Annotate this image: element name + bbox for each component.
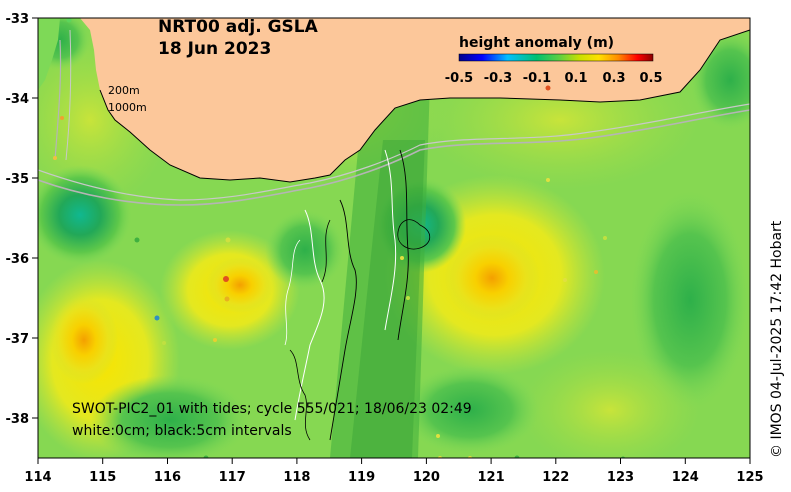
- contour-label-200: 200m: [108, 84, 140, 97]
- x-tick-label: 122: [542, 470, 569, 485]
- colorbar-tick: 0.5: [639, 71, 662, 86]
- x-tick-label: 124: [672, 470, 699, 485]
- contour-interval-info: white:0cm; black:5cm intervals: [72, 423, 292, 439]
- colorbar-tick: -0.1: [523, 71, 551, 86]
- colorbar-title: height anomaly (m): [459, 35, 614, 51]
- y-tick-label: -33: [6, 12, 30, 27]
- x-tick-label: 118: [283, 470, 310, 485]
- y-axis: -33 -34 -35 -36 -37 -38: [6, 12, 38, 427]
- colorbar-tick: -0.3: [484, 71, 512, 86]
- x-tick-label: 120: [413, 470, 440, 485]
- x-tick-label: 117: [219, 470, 246, 485]
- colorbar: height anomaly (m) -0.5 -0.3 -0.1 0.1 0.…: [445, 35, 663, 86]
- colorbar-tick: 0.3: [602, 71, 625, 86]
- x-tick-label: 116: [154, 470, 181, 485]
- x-tick-label: 121: [478, 470, 505, 485]
- y-tick-label: -36: [6, 252, 30, 267]
- y-tick-label: -34: [6, 92, 30, 107]
- observation-dots: [53, 18, 626, 458]
- y-tick-label: -35: [6, 172, 30, 187]
- map-date: 18 Jun 2023: [158, 39, 271, 59]
- y-tick-label: -37: [6, 332, 30, 347]
- colorbar-gradient: [458, 53, 654, 62]
- x-tick-label: 114: [24, 470, 51, 485]
- imos-credit: © IMOS 04-Jul-2025 17:42 Hobart: [769, 220, 785, 458]
- colorbar-tick: 0.1: [564, 71, 587, 86]
- x-axis: 114 115 116 117 118 119 120 121 122 123 …: [24, 458, 764, 485]
- contour-label-1000: 1000m: [108, 101, 147, 114]
- y-tick-label: -38: [6, 412, 30, 427]
- x-tick-label: 115: [89, 470, 116, 485]
- x-tick-label: 123: [607, 470, 634, 485]
- plot-frame: [37, 17, 751, 459]
- map-title: NRT00 adj. GSLA: [158, 17, 319, 37]
- colorbar-tick: -0.5: [445, 71, 473, 86]
- swot-pass-info: SWOT-PIC2_01 with tides; cycle 555/021; …: [72, 401, 472, 417]
- x-tick-label: 125: [736, 470, 763, 485]
- x-tick-label: 119: [348, 470, 375, 485]
